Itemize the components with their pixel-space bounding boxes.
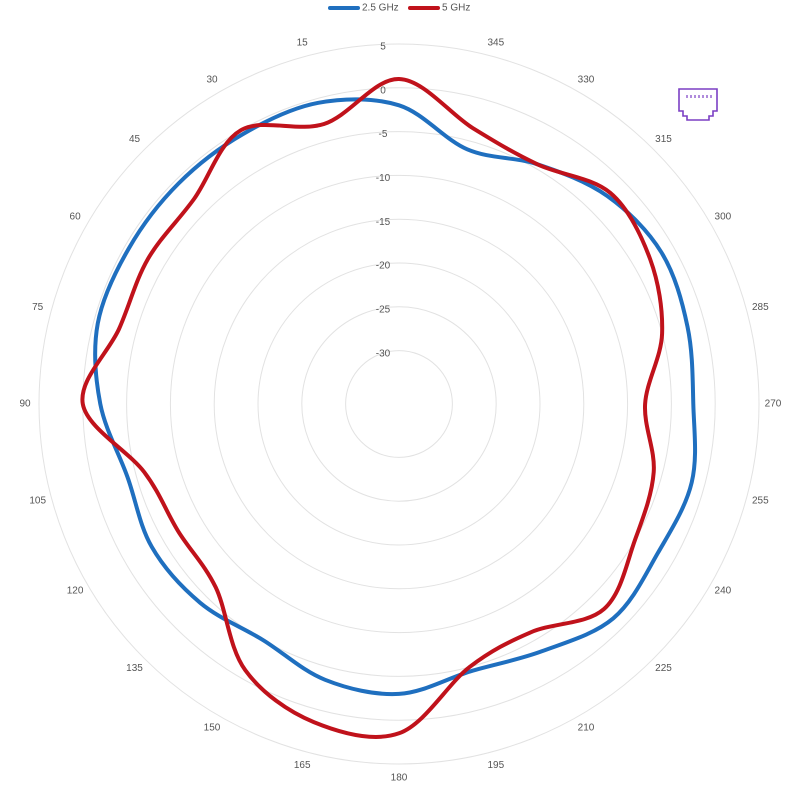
angle-tick-label: 105 [29,495,46,506]
angle-tick-label: 165 [294,760,311,771]
radial-tick-label: -25 [376,304,391,315]
radial-tick-label: 5 [380,42,386,53]
angle-tick-label: 285 [752,302,769,313]
angle-tick-label: 135 [126,663,143,674]
radial-tick-label: -20 [376,261,391,272]
angle-tick-label: 225 [655,663,672,674]
angle-tick-label: 60 [70,212,82,223]
radial-tick-label: 0 [380,85,386,96]
legend-label-2-5-ghz: 2.5 GHz [362,3,399,14]
angle-tick-label: 30 [206,75,218,86]
angle-tick-label: 150 [204,723,221,734]
angle-tick-label: 210 [578,723,595,734]
angle-tick-label: 195 [487,760,504,771]
angle-tick-label: 345 [487,37,504,48]
legend[interactable]: 2.5 GHz 5 GHz [328,3,470,14]
angle-tick-label: 15 [297,37,309,48]
series-line-2-5-ghz [93,97,698,697]
angle-tick-labels: 15 30 45 60 75 90 105 120 135 150 165 180 195 210 225 2… [19,37,781,783]
angle-tick-label: 330 [578,75,595,86]
radial-tick-label: -5 [379,129,388,140]
angle-tick-label: 45 [129,134,141,145]
grid-ring [38,43,760,765]
ethernet-port-icon [678,88,718,121]
radial-tick-label: -30 [376,348,391,359]
angle-tick-label: 180 [391,773,408,784]
angle-tick-label: 255 [752,495,769,506]
grid-ring [169,174,629,634]
radial-tick-label: -10 [376,173,391,184]
grid-ring [213,218,585,590]
angle-tick-label: 240 [715,586,732,597]
grid-ring [126,131,672,677]
angle-tick-label: 120 [67,586,84,597]
series-lines [80,76,698,739]
angle-tick-label: 300 [715,212,732,223]
angle-tick-label: 270 [765,399,782,410]
grid-ring [257,262,541,546]
radial-tick-labels: 5 0 -5 -10 -15 -20 -25 -30 [376,42,391,360]
grid-ring [301,306,497,502]
radial-tick-label: -15 [376,217,391,228]
grid-ring [345,350,453,458]
legend-item-2-5-ghz[interactable]: 2.5 GHz [328,3,399,14]
angle-tick-label: 90 [19,399,31,410]
angle-tick-label: 75 [32,302,44,313]
angle-tick-label: 315 [655,134,672,145]
legend-item-5-ghz[interactable]: 5 GHz [408,3,470,14]
legend-label-5-ghz: 5 GHz [442,3,470,14]
series-line-5-ghz [80,76,665,739]
radial-grid [38,43,760,765]
